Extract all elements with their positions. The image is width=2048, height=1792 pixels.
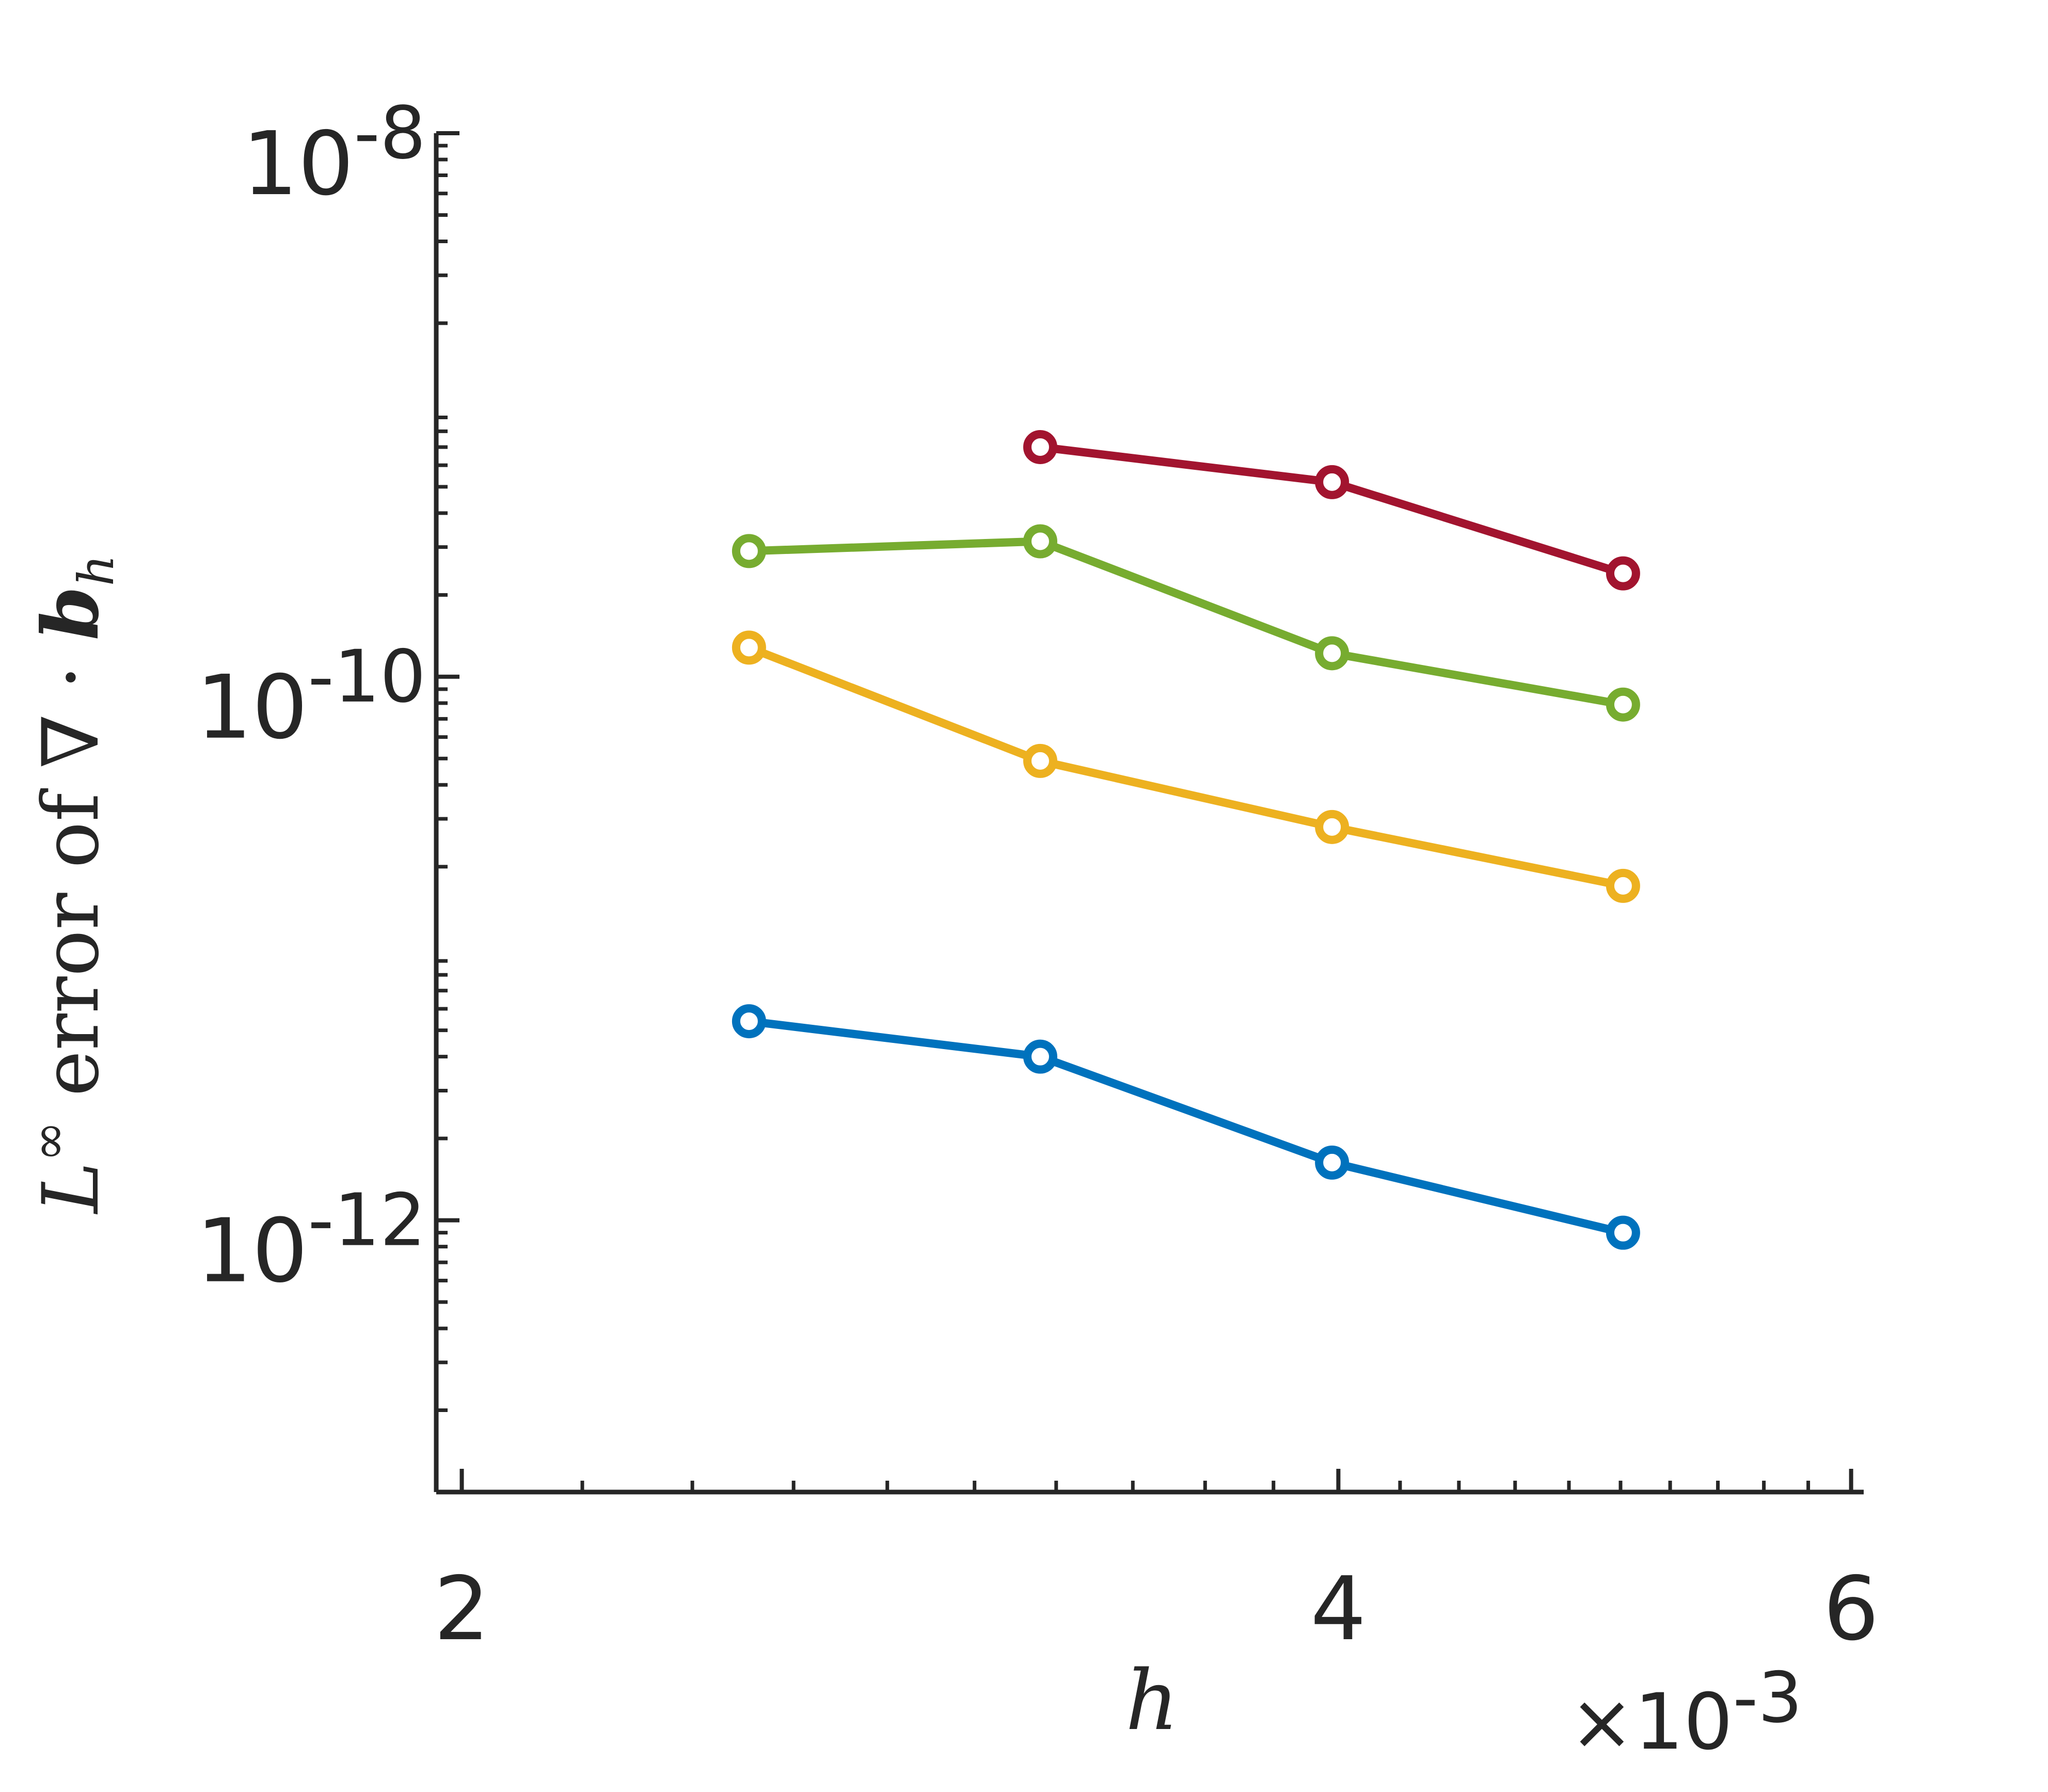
- y-axis-label-b: b: [25, 586, 116, 641]
- series-1-marker: [1315, 465, 1350, 499]
- series-2-marker: [1606, 687, 1640, 722]
- x-axis-label: h: [1125, 1652, 1179, 1749]
- series-4-marker: [1023, 1039, 1057, 1074]
- x-tick-label: 4: [1310, 1558, 1366, 1660]
- series-2-marker: [1023, 524, 1057, 559]
- series-1-marker: [1023, 430, 1057, 464]
- series-4-marker: [732, 1004, 766, 1039]
- series-2-marker: [1315, 636, 1350, 671]
- series-4-marker: [1606, 1215, 1640, 1250]
- series-group: [732, 430, 1640, 1250]
- series-3-marker: [1606, 868, 1640, 903]
- y-tick-label: 10-10: [196, 635, 426, 759]
- series-line-4: [744, 1017, 1627, 1237]
- series-3-marker: [1315, 810, 1350, 844]
- series-3-marker: [1023, 743, 1057, 778]
- series-line-2: [744, 537, 1627, 709]
- y-tick-label: 10-8: [242, 91, 426, 215]
- series-2-marker: [732, 534, 766, 568]
- series-3-marker: [732, 630, 766, 665]
- y-axis-label-sub: h: [68, 554, 125, 586]
- x-tick-label: 6: [1823, 1558, 1879, 1660]
- series-4-marker: [1315, 1145, 1350, 1180]
- x-axis-exponent-base: ×10: [1569, 1677, 1733, 1767]
- ticks: [436, 131, 1853, 1492]
- y-axis-label-sup: ∞: [21, 1121, 77, 1162]
- x-axis-exponent: ×10-3: [1569, 1657, 1802, 1767]
- y-axis-label-text: error of ∇ ·: [26, 640, 116, 1121]
- y-axis-label-L: L: [26, 1162, 116, 1213]
- x-axis-exponent-power: -3: [1733, 1657, 1803, 1738]
- y-axis-label: L∞ error of ∇ · bh: [21, 554, 125, 1213]
- series-1-marker: [1606, 556, 1640, 591]
- y-tick-label: 10-12: [196, 1179, 426, 1303]
- series-line-3: [744, 643, 1627, 890]
- axes: [434, 133, 1864, 1495]
- tick-labels: 2 4 6 10-12 10-10 10-8: [196, 91, 1879, 1660]
- x-tick-label: 2: [434, 1558, 489, 1660]
